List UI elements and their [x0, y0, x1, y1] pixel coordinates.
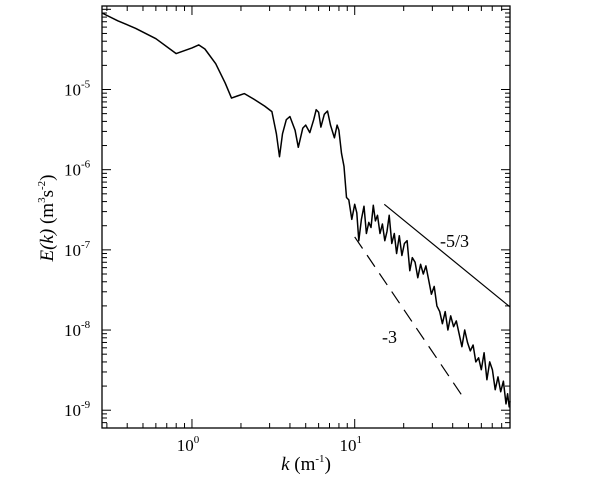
y-axis-label: E(k) (m3s-2) [36, 175, 58, 263]
y-tick-label: 10-6 [64, 159, 91, 180]
plot-frame [101, 5, 511, 429]
x-axis-label: k (m-1) [281, 453, 331, 475]
y-tick-label: 10-5 [64, 78, 91, 99]
axis-ticks [102, 6, 511, 429]
x-tick-label: 100 [177, 434, 200, 455]
reference-line-minus-3 [354, 236, 467, 402]
y-tick-label: 10-7 [64, 239, 91, 260]
y-tick-label: 10-9 [64, 399, 91, 420]
x-tick-label: 101 [339, 434, 362, 455]
y-axis-unit1: m [37, 203, 58, 218]
spectrum-line [101, 12, 511, 408]
x-axis-unit-exp: -1 [315, 453, 324, 465]
slope-label-3: -3 [382, 327, 397, 347]
tick-labels: 100 101 10-9 10-8 10-7 10-6 10-5 [64, 78, 362, 455]
y-axis-var: E(k) [37, 229, 58, 263]
x-axis-unit: m [301, 454, 316, 475]
reference-lines [354, 203, 511, 402]
x-axis-var: k [281, 454, 290, 475]
y-tick-label: 10-8 [64, 319, 91, 340]
slope-label-53: -5/3 [440, 231, 469, 251]
data-series [101, 12, 511, 408]
y-axis-unit2: s [37, 190, 58, 197]
y-axis-unit2-exp: -2 [36, 181, 48, 190]
reference-line-minus-5-3 [383, 203, 511, 308]
y-axis-unit1-exp: 3 [36, 197, 48, 203]
